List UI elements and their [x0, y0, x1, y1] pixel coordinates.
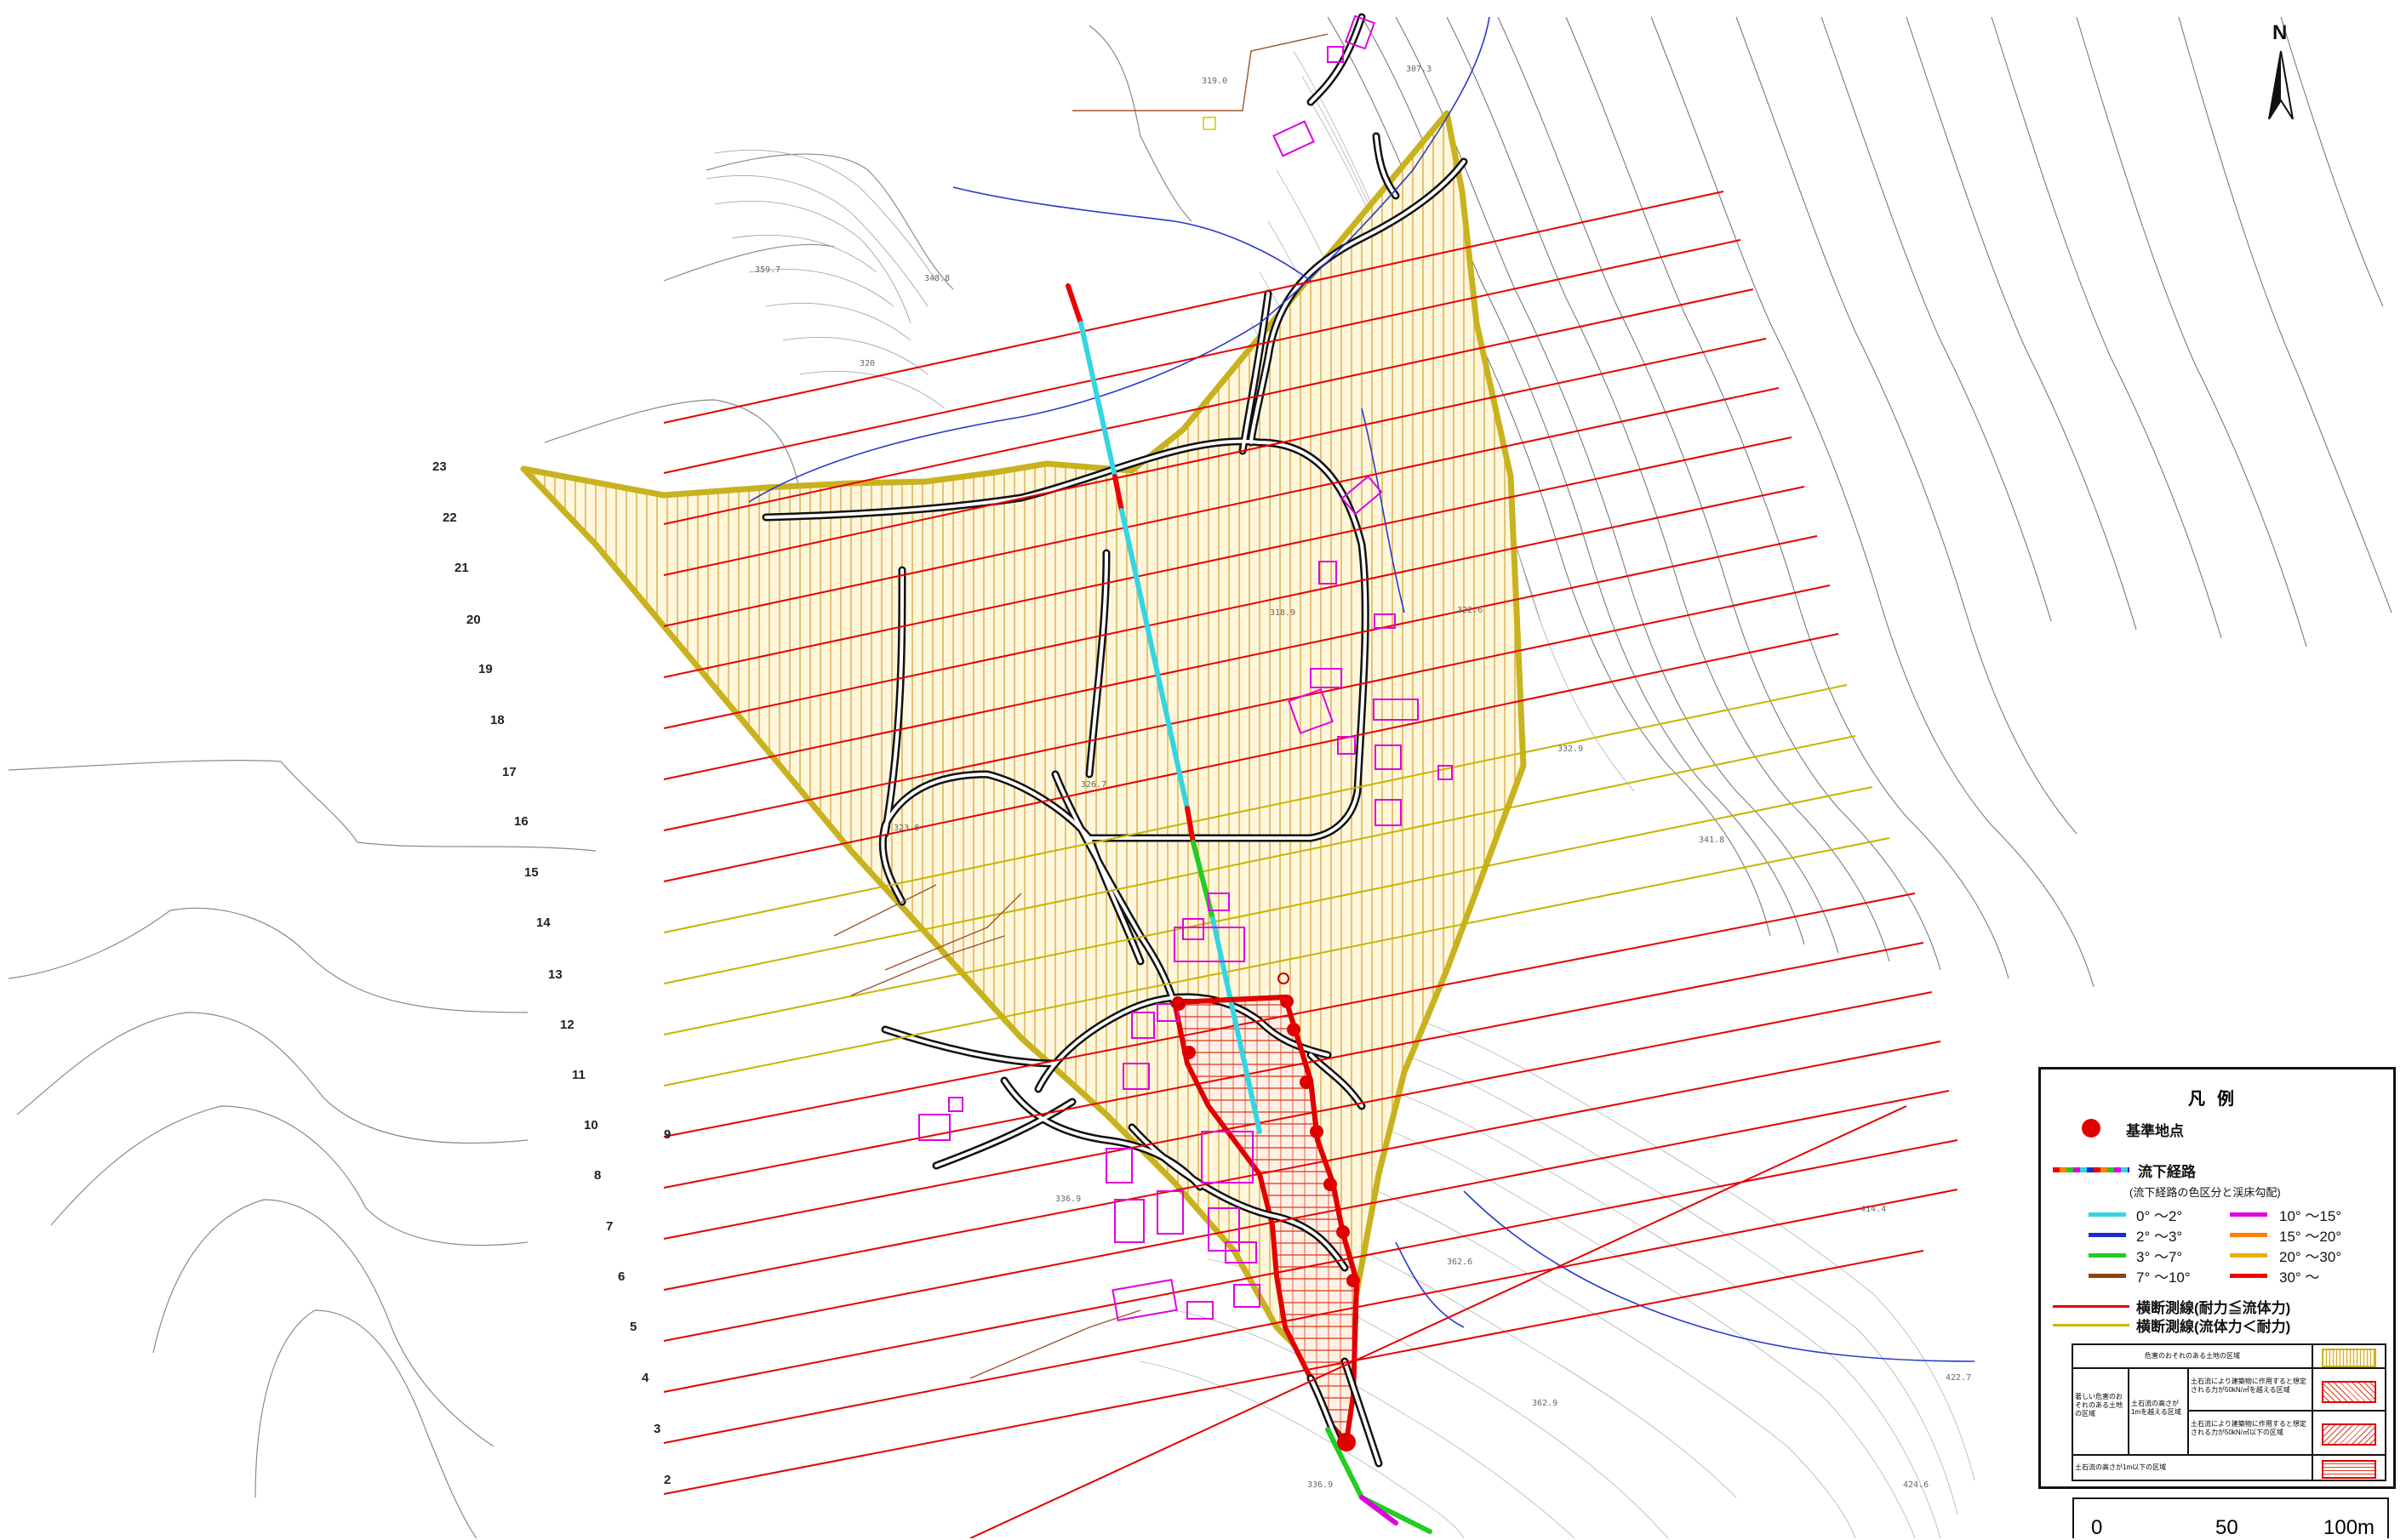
section-number: 18 — [490, 713, 505, 727]
section-number: 14 — [536, 915, 551, 930]
section-number: 22 — [443, 510, 457, 525]
elev-label: 414.4 — [1860, 1205, 1886, 1214]
section-red-symbol — [2053, 1305, 2129, 1308]
zone-c-swatch — [2312, 1455, 2386, 1480]
section-numbers: 23 22 21 20 19 18 17 16 15 14 13 12 11 1… — [432, 459, 671, 1487]
zone-a-swatch — [2312, 1368, 2386, 1411]
elev-label: 323.8 — [894, 824, 919, 833]
section-number: 8 — [594, 1168, 601, 1183]
gradient-swatch — [2230, 1274, 2267, 1278]
section-number: 13 — [548, 967, 563, 982]
zone-b-label: 土石流により建築物に作用すると想定される力が50kN/㎡以下の区域 — [2188, 1411, 2312, 1455]
elev-label: 341.8 — [1699, 836, 1724, 845]
section-number: 16 — [514, 814, 529, 829]
zone-a-label: 土石流により建築物に作用すると想定される力が50kN/㎡を越える区域 — [2188, 1368, 2312, 1411]
section-number: 4 — [642, 1371, 649, 1385]
elev-label: 348.8 — [924, 274, 950, 283]
gradient-swatch — [2089, 1233, 2126, 1237]
section-number: 12 — [560, 1018, 574, 1032]
chimney-marker — [1203, 117, 1215, 129]
elev-label: 332.9 — [1557, 744, 1583, 754]
gradient-label: 15° 〜20° — [2279, 1224, 2341, 1246]
scale-label: 0 — [2091, 1516, 2102, 1540]
gradient-swatch — [2089, 1253, 2126, 1258]
gradient-swatch — [2230, 1233, 2267, 1237]
section-number: 20 — [466, 613, 481, 627]
legend-box: 凡例 基準地点 流下経路 (流下経路の色区分と渓床勾配) 0° 〜2° 10° … — [2038, 1067, 2396, 1489]
scale-bar: 0 50 100m — [2072, 1497, 2396, 1538]
section-number: 7 — [606, 1219, 613, 1234]
elev-label: 318.9 — [1270, 608, 1295, 618]
hazard-zone — [523, 113, 1523, 1438]
section-number: 21 — [454, 561, 469, 575]
gradient-label: 20° 〜30° — [2279, 1245, 2341, 1266]
elev-label: 336.9 — [1055, 1195, 1081, 1204]
flow-path-symbol — [2053, 1167, 2129, 1172]
north-arrow: N — [2269, 21, 2293, 119]
gradient-swatch — [2089, 1212, 2126, 1217]
elev-label: 307.3 — [1406, 65, 1432, 74]
section-number: 9 — [664, 1127, 671, 1142]
zone-top-label: 危害のおそれのある土地の区域 — [2072, 1344, 2312, 1368]
section-number: 2 — [664, 1473, 671, 1487]
gradient-swatch — [2230, 1212, 2267, 1217]
scale-label: 50 — [2215, 1516, 2238, 1540]
north-label: N — [2272, 21, 2287, 44]
elev-label: 362.9 — [1532, 1399, 1557, 1408]
elev-label: 424.6 — [1903, 1480, 1929, 1490]
elev-label: 319.0 — [1202, 77, 1227, 86]
gradient-swatch — [2089, 1274, 2126, 1278]
section-number: 15 — [524, 865, 539, 880]
elev-label: 422.7 — [1946, 1373, 1971, 1383]
elev-label: 336.9 — [1307, 1480, 1333, 1490]
elev-label: 362.6 — [1447, 1258, 1472, 1267]
section-number: 23 — [432, 459, 447, 474]
gradient-label: 7° 〜10° — [2136, 1265, 2191, 1286]
zone-mid-label: 土石流の高さが1mを越える区域 — [2129, 1368, 2188, 1455]
section-number: 11 — [572, 1068, 586, 1082]
zone-c-label: 土石流の高さが1m以下の区域 — [2072, 1455, 2312, 1480]
legend-reference-point: 基準地点 — [2126, 1119, 2184, 1140]
section-number: 3 — [654, 1422, 660, 1436]
section-yellow-symbol — [2053, 1324, 2129, 1326]
gradient-label: 10° 〜15° — [2279, 1204, 2341, 1225]
elev-label: 326.7 — [1081, 780, 1106, 790]
section-number: 10 — [584, 1118, 598, 1132]
section-number: 6 — [618, 1269, 625, 1284]
zone-b-swatch — [2312, 1411, 2386, 1455]
elev-label: 322.6 — [1457, 606, 1483, 615]
gradient-label: 2° 〜3° — [2136, 1224, 2182, 1246]
scale-label: 100m — [2323, 1516, 2375, 1540]
gradient-label: 0° 〜2° — [2136, 1204, 2182, 1225]
gradient-swatch — [2230, 1253, 2267, 1258]
section-number: 19 — [478, 662, 493, 676]
gradient-label: 30° 〜 — [2279, 1265, 2319, 1286]
legend-section-yellow: 横断測線(流体力＜耐力) — [2136, 1315, 2290, 1336]
reference-point-symbol — [2082, 1119, 2100, 1138]
legend-flow-path-note: (流下経路の色区分と渓床勾配) — [2129, 1184, 2281, 1200]
zone-top-swatch — [2312, 1344, 2386, 1368]
zone-table: 危害のおそれのある土地の区域 著しい危害のおそれのある土地の区域 土石流の高さが… — [2072, 1343, 2386, 1481]
legend-flow-path: 流下経路 — [2138, 1160, 2196, 1181]
section-number: 17 — [502, 765, 517, 779]
elev-label: 320 — [860, 359, 875, 368]
elev-label: 359.7 — [755, 265, 780, 275]
legend-title: 凡例 — [2041, 1085, 2393, 1109]
section-number: 5 — [630, 1320, 637, 1334]
zone-left-label: 著しい危害のおそれのある土地の区域 — [2072, 1368, 2129, 1455]
gradient-label: 3° 〜7° — [2136, 1245, 2182, 1266]
